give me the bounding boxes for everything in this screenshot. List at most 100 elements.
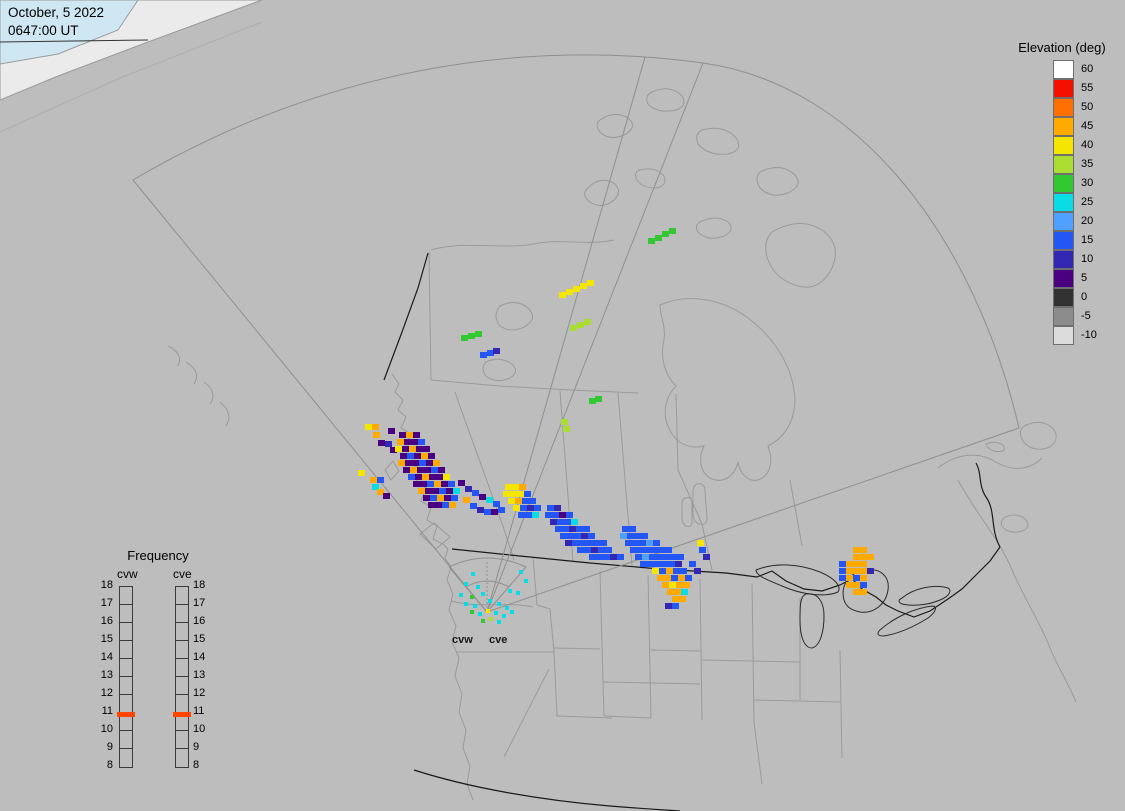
frequency-scale-label: 9 — [106, 741, 113, 753]
backscatter-cell — [377, 477, 384, 483]
backscatter-cell — [468, 333, 475, 339]
backscatter-cell — [422, 474, 429, 480]
backscatter-cell — [566, 289, 573, 295]
backscatter-cell — [853, 554, 860, 560]
backscatter-cell — [867, 568, 874, 574]
backscatter-cell — [449, 502, 456, 508]
backscatter-cell — [867, 554, 874, 560]
projection-edge — [0, 0, 263, 133]
backscatter-cell — [404, 439, 411, 445]
backscatter-cell — [586, 540, 593, 546]
backscatter-cell — [513, 505, 520, 511]
backscatter-cell — [446, 488, 453, 494]
haida-gwaii — [384, 460, 400, 481]
fov-far-range-arc — [132, 54, 1020, 429]
backscatter-cell — [493, 501, 500, 507]
frequency-column-label-cvw: cvw — [117, 567, 138, 581]
frequency-legend-title: Frequency — [127, 548, 189, 563]
frequency-scale-label: 14 — [193, 651, 206, 663]
radar-fov-boundaries — [132, 54, 1020, 613]
national-borders — [383, 252, 1001, 811]
frequency-bar-segment — [176, 713, 188, 731]
backscatter-cell — [658, 547, 665, 553]
backscatter-cell — [398, 460, 405, 466]
backscatter-cell — [407, 453, 414, 459]
backscatter-cell — [576, 526, 583, 532]
backscatter-cell — [620, 533, 627, 539]
backscatter-cell — [603, 554, 610, 560]
backscatter-cell — [584, 319, 591, 325]
frequency-bar-segment — [120, 677, 132, 695]
backscatter-cell — [550, 519, 557, 525]
elevation-legend-entry: 10 — [1001, 250, 1123, 269]
backscatter-cell — [598, 547, 605, 553]
backscatter-cell — [377, 489, 384, 495]
backscatter-cell — [574, 533, 581, 539]
backscatter-cell — [464, 602, 468, 606]
backscatter-cell — [580, 283, 587, 289]
frequency-scale-label: 15 — [193, 633, 206, 645]
backscatter-cell — [418, 439, 425, 445]
alaska-islands — [167, 345, 230, 427]
backscatter-cell — [559, 292, 566, 298]
backscatter-cell — [839, 561, 846, 567]
backscatter-cell — [402, 446, 409, 452]
arctic-island-6 — [756, 167, 799, 196]
frequency-bar-segment — [176, 641, 188, 659]
lake-michigan — [799, 593, 825, 649]
backscatter-cell — [639, 540, 646, 546]
elevation-value-label: 25 — [1081, 196, 1094, 208]
backscatter-cell — [481, 592, 485, 596]
elevation-value-label: 10 — [1081, 253, 1094, 265]
backscatter-cell — [489, 617, 493, 621]
backscatter-cell — [423, 495, 430, 501]
color-swatch — [1053, 212, 1074, 231]
backscatter-cell — [563, 426, 570, 432]
backscatter-cell — [670, 554, 677, 560]
backscatter-cell — [409, 446, 416, 452]
frequency-bar-segment — [120, 749, 132, 766]
backscatter-cell — [438, 467, 445, 473]
backscatter-cell — [860, 568, 867, 574]
backscatter-cell — [669, 582, 676, 588]
us-canada-border-maine — [975, 462, 1001, 548]
backscatter-cell — [565, 540, 572, 546]
backscatter-cell — [617, 554, 624, 560]
frequency-bar-segment — [120, 659, 132, 677]
backscatter-cell — [448, 481, 455, 487]
anticosti-island — [985, 441, 1005, 453]
backscatter-cell — [427, 481, 434, 487]
backscatter-cell — [434, 481, 441, 487]
backscatter-cell — [522, 498, 529, 504]
frequency-scale-label: 8 — [193, 759, 200, 771]
backscatter-cell — [477, 507, 484, 513]
color-swatch — [1053, 193, 1074, 212]
backscatter-cell — [853, 582, 860, 588]
color-swatch — [1053, 250, 1074, 269]
lake-huron — [842, 569, 889, 613]
great-slave-lake — [482, 358, 516, 382]
elevation-legend-entry: 35 — [1001, 155, 1123, 174]
backscatter-cell — [605, 547, 612, 553]
frequency-bar-segment — [176, 749, 188, 766]
frequency-bar-segment — [176, 605, 188, 623]
backscatter-cell — [403, 467, 410, 473]
backscatter-cell — [383, 493, 390, 499]
backscatter-cell — [681, 589, 688, 595]
elevation-value-label: 0 — [1081, 291, 1088, 303]
backscatter-cell — [642, 554, 649, 560]
backscatter-cell — [839, 575, 846, 581]
frequency-bar-segment — [120, 713, 132, 731]
color-swatch — [1053, 288, 1074, 307]
elevation-legend-entry: 40 — [1001, 136, 1123, 155]
backscatter-cell — [486, 497, 493, 503]
backscatter-cell — [416, 446, 423, 452]
backscatter-cell — [646, 540, 653, 546]
arctic-island-4 — [584, 179, 619, 206]
backscatter-cell — [406, 432, 413, 438]
fov-divider-west — [486, 56, 646, 613]
backscatter-cell — [410, 467, 417, 473]
arctic-island-2 — [646, 88, 685, 112]
backscatter-cell — [581, 533, 588, 539]
backscatter-cell — [488, 599, 492, 603]
